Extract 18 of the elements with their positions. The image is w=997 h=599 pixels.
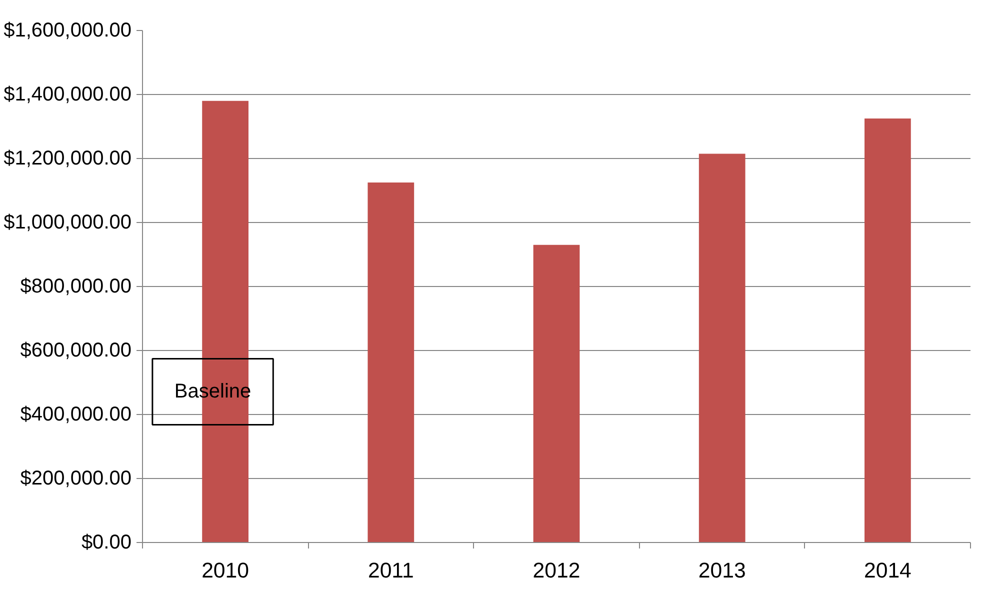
y-tick-label: $600,000.00	[20, 340, 132, 362]
y-tick-label: $400,000.00	[20, 404, 132, 426]
y-tick-label: $1,600,000.00	[4, 20, 132, 42]
y-tick-label: $1,200,000.00	[4, 148, 132, 170]
x-tick-label: 2012	[532, 558, 580, 582]
x-tick-label: 2010	[202, 558, 250, 582]
y-tick-label: $1,000,000.00	[4, 212, 132, 234]
y-tick-label: $0.00	[81, 532, 132, 554]
x-tick-label: 2011	[368, 558, 414, 582]
bar	[864, 118, 911, 542]
y-tick-label: $200,000.00	[20, 468, 132, 490]
bar	[368, 182, 414, 542]
x-tick-label: 2014	[864, 558, 912, 582]
x-tick-label: 2013	[698, 558, 746, 582]
y-tick-label: $800,000.00	[20, 276, 132, 298]
bar	[698, 154, 746, 542]
y-tick-label: $1,400,000.00	[4, 84, 132, 106]
bar	[533, 244, 580, 542]
